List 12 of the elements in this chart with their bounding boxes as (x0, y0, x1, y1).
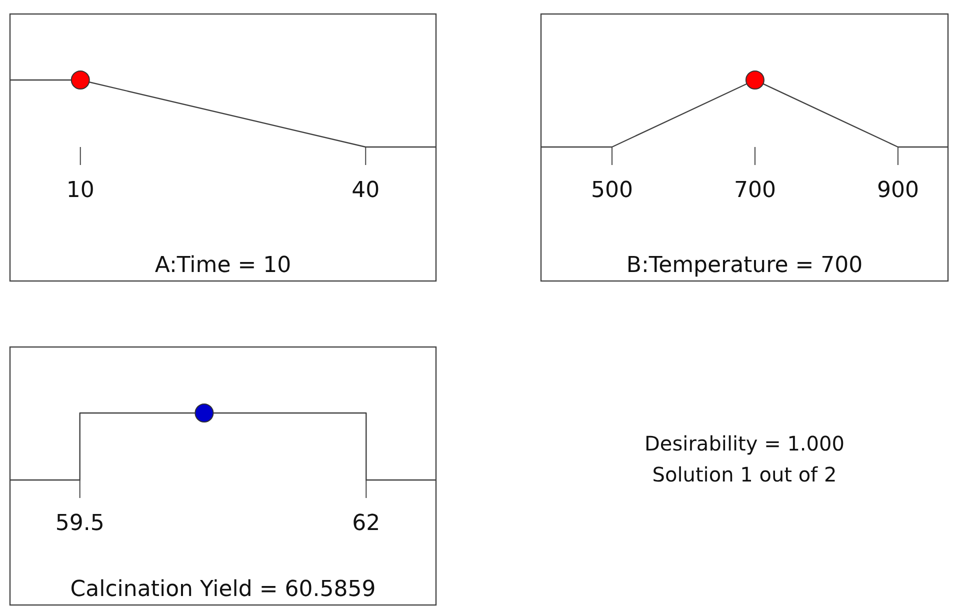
x-axis-title: Calcination Yield = 60.5859 (70, 577, 376, 602)
x-tick-label: 900 (876, 178, 919, 203)
x-tick-label: 500 (590, 178, 633, 203)
text: Desirability = 1.000 (644, 432, 844, 456)
x-tick-label: 62 (352, 511, 380, 536)
x-axis-title: A:Time = 10 (154, 253, 292, 278)
x-tick-label: 10 (66, 178, 94, 203)
x-axis-title: B:Temperature = 700 (626, 253, 863, 278)
text: Solution 1 out of 2 (652, 462, 837, 486)
x-tick-label: 40 (352, 178, 380, 203)
x-tick-label: 59.5 (55, 511, 104, 536)
x-tick-label: 700 (734, 178, 776, 203)
